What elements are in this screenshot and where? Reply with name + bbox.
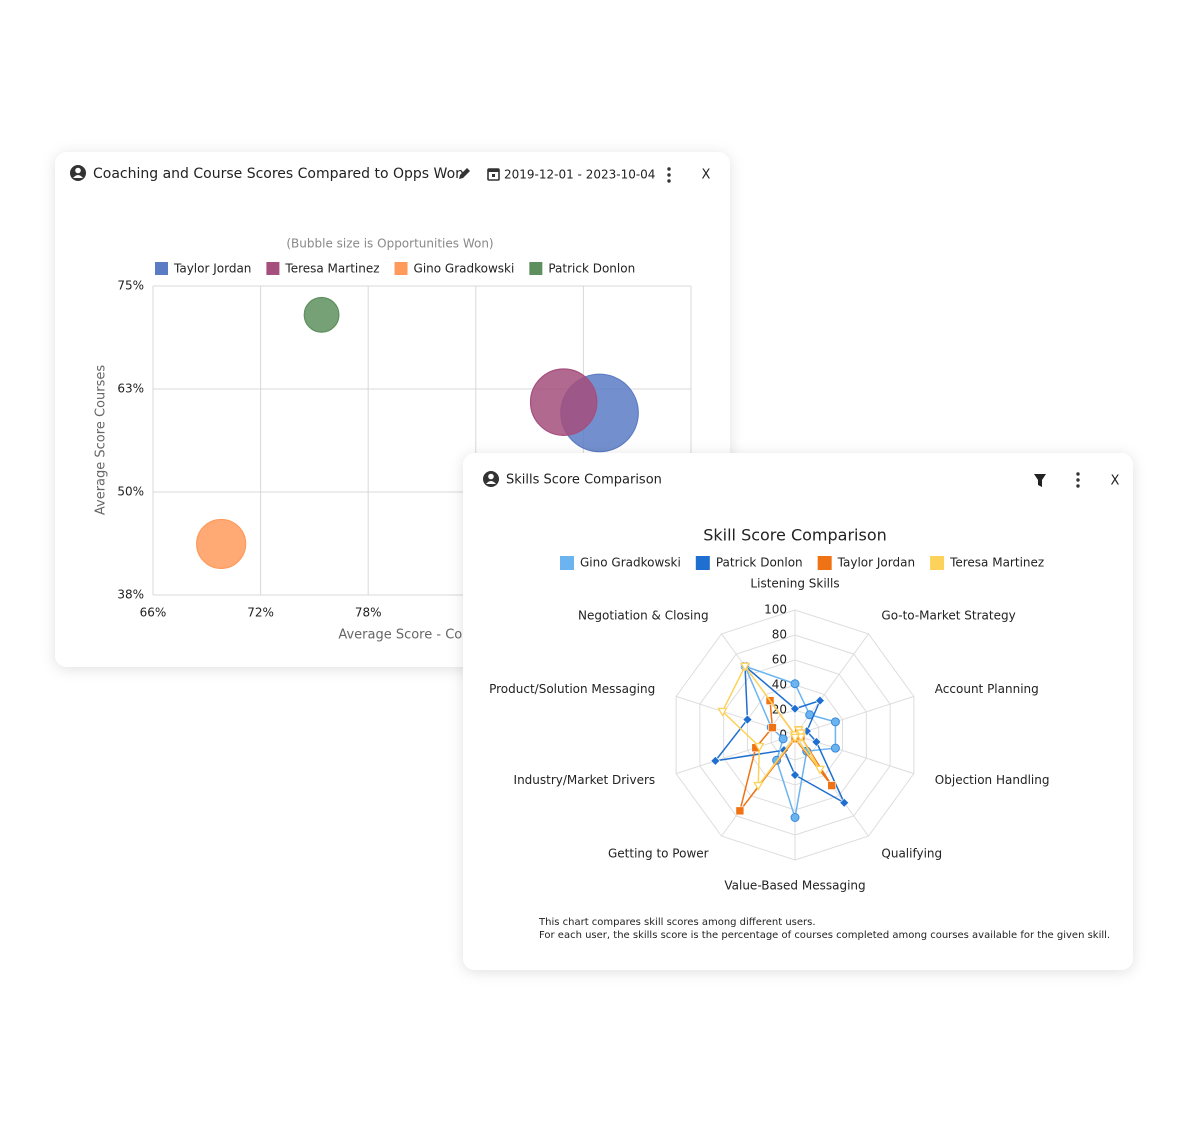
legend-swatch	[695, 556, 710, 570]
close-button[interactable]: X	[702, 168, 711, 183]
panel-title: Skills Score Comparison	[506, 473, 662, 488]
date-range[interactable]: 2019-12-01 - 2023-10-04	[504, 168, 655, 182]
legend-label: Teresa Martinez	[284, 262, 379, 276]
category-label: Qualifying	[881, 846, 942, 860]
point	[754, 742, 765, 752]
point	[830, 743, 840, 753]
point	[815, 695, 825, 706]
point	[768, 723, 777, 732]
radar-chart: Skill Score Comparison Gino Gradkowski Pat…	[489, 526, 1110, 942]
point	[710, 755, 721, 766]
menu-icon[interactable]	[1076, 472, 1080, 488]
edit-icon[interactable]	[459, 168, 470, 179]
r-tick-label: 100	[764, 603, 787, 617]
category-label: Product/Solution Messaging	[489, 682, 655, 696]
category-label: Negotiation & Closing	[578, 609, 709, 623]
y-tick-label: 50%	[117, 485, 144, 499]
category-label: Account Planning	[935, 682, 1039, 696]
x-tick-label: 66%	[140, 606, 167, 620]
legend-label: Taylor Jordan	[173, 262, 251, 276]
legend-label: Teresa Martinez	[949, 556, 1044, 570]
panel-title: Coaching and Course Scores Compared to O…	[93, 166, 464, 182]
category-label: Go-to-Market Strategy	[881, 609, 1015, 623]
legend-label: Patrick Donlon	[548, 262, 635, 276]
grid-spoke	[675, 734, 796, 775]
close-button[interactable]: X	[1111, 474, 1120, 489]
legend-swatch	[560, 556, 574, 570]
category-label: Value-Based Messaging	[724, 879, 865, 893]
bubble	[303, 296, 340, 333]
x-tick-label: 72%	[247, 606, 274, 620]
legend-label: Taylor Jordan	[837, 556, 915, 570]
category-label: Industry/Market Drivers	[514, 773, 656, 787]
chart-note: For each user, the skills score is the p…	[539, 930, 1110, 941]
category-label: Objection Handling	[935, 773, 1050, 787]
y-tick-label: 63%	[117, 382, 144, 396]
point	[789, 733, 801, 743]
point	[742, 714, 753, 725]
y-tick-label: 75%	[117, 279, 144, 293]
legend-swatch	[930, 556, 945, 570]
point	[753, 781, 764, 791]
bubble-chart: (Bubble size is Opportunities Won) Taylor…	[94, 237, 705, 643]
chart-title: Skill Score Comparison	[703, 526, 887, 545]
legend-swatch	[394, 262, 408, 275]
legend-swatch	[266, 262, 280, 275]
point	[814, 765, 826, 775]
category-label: Listening Skills	[750, 577, 839, 591]
r-tick-label: 40	[772, 678, 787, 692]
menu-icon[interactable]	[667, 167, 671, 183]
legend-swatch	[529, 262, 543, 275]
point	[790, 679, 800, 689]
point	[739, 662, 751, 672]
filter-icon[interactable]	[1034, 474, 1046, 487]
point	[790, 703, 800, 714]
legend-swatch	[155, 262, 168, 275]
grid-spoke	[794, 695, 915, 736]
legend-label: Gino Gradkowski	[580, 556, 681, 570]
calendar-icon[interactable]	[487, 168, 500, 181]
y-tick-label: 38%	[117, 588, 144, 602]
user-icon	[483, 471, 499, 487]
point	[735, 806, 745, 816]
point	[778, 734, 788, 744]
point	[811, 737, 822, 747]
chart-note: This chart compares skill scores among d…	[538, 917, 816, 928]
chart-subtitle: (Bubble size is Opportunities Won)	[286, 237, 493, 251]
user-icon	[70, 165, 86, 181]
y-axis-label: Average Score Courses	[94, 365, 109, 515]
point	[790, 813, 800, 822]
r-tick-label: 80	[772, 628, 787, 642]
legend-label: Gino Gradkowski	[414, 262, 515, 276]
bubble	[529, 368, 598, 436]
bubble	[196, 518, 247, 570]
category-label: Getting to Power	[608, 846, 709, 860]
point	[790, 770, 800, 780]
point	[717, 707, 728, 717]
radar-card: Skills Score Comparison X Skill Score Co…	[463, 453, 1133, 970]
x-tick-label: 78%	[355, 606, 382, 620]
point	[839, 797, 850, 808]
legend-label: Patrick Donlon	[716, 556, 803, 570]
r-tick-label: 60	[772, 653, 787, 667]
point	[830, 717, 840, 727]
r-tick-label: 20	[772, 703, 787, 717]
legend-swatch	[817, 556, 832, 570]
point	[827, 781, 837, 790]
